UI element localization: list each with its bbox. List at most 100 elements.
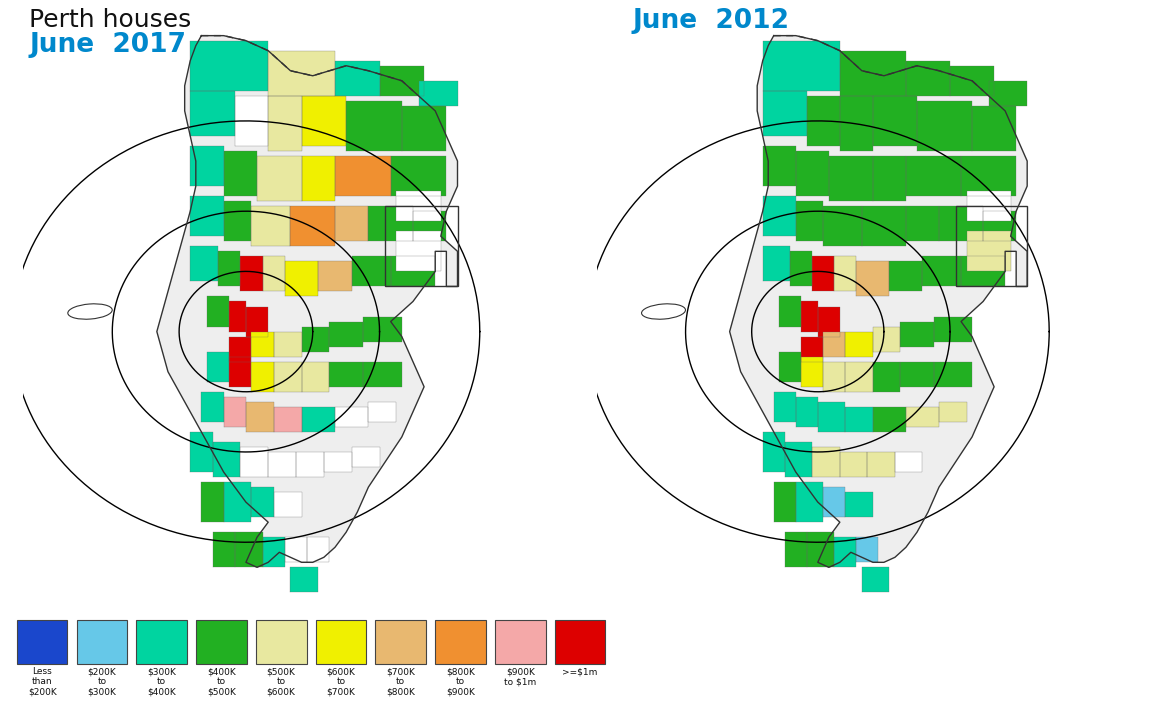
Polygon shape — [324, 452, 351, 472]
Polygon shape — [846, 407, 873, 432]
Polygon shape — [774, 391, 796, 422]
Polygon shape — [802, 337, 824, 362]
Polygon shape — [202, 391, 224, 422]
Polygon shape — [780, 296, 802, 327]
Polygon shape — [335, 407, 369, 427]
Polygon shape — [190, 246, 218, 282]
Polygon shape — [224, 201, 252, 241]
Polygon shape — [812, 447, 840, 477]
Polygon shape — [274, 407, 302, 432]
Polygon shape — [212, 442, 240, 477]
Polygon shape — [335, 206, 369, 241]
Polygon shape — [212, 532, 234, 567]
Polygon shape — [307, 537, 329, 562]
Polygon shape — [419, 81, 457, 106]
Polygon shape — [290, 567, 318, 593]
Polygon shape — [900, 362, 934, 386]
Polygon shape — [802, 301, 818, 332]
Polygon shape — [784, 442, 812, 477]
Polygon shape — [363, 317, 401, 341]
Polygon shape — [391, 156, 447, 196]
Polygon shape — [224, 151, 258, 196]
Polygon shape — [796, 482, 824, 522]
Polygon shape — [252, 332, 274, 357]
Text: $900K
to $1m: $900K to $1m — [505, 667, 536, 686]
Polygon shape — [824, 332, 846, 357]
Polygon shape — [268, 96, 302, 151]
Polygon shape — [763, 41, 840, 91]
Polygon shape — [379, 65, 425, 96]
Polygon shape — [802, 357, 824, 386]
Polygon shape — [966, 231, 1010, 271]
Polygon shape — [351, 256, 391, 287]
Bar — [554, 620, 606, 663]
Polygon shape — [774, 482, 796, 522]
Polygon shape — [218, 251, 240, 287]
Text: >=$1m: >=$1m — [563, 667, 597, 676]
Polygon shape — [966, 191, 1010, 221]
Polygon shape — [906, 407, 940, 427]
Polygon shape — [906, 156, 960, 196]
Polygon shape — [812, 256, 834, 291]
Polygon shape — [252, 362, 274, 391]
Text: Perth houses: Perth houses — [29, 8, 191, 32]
Polygon shape — [234, 96, 268, 146]
Polygon shape — [318, 261, 351, 291]
Polygon shape — [856, 261, 890, 296]
Bar — [196, 620, 247, 663]
Polygon shape — [190, 41, 268, 91]
Text: June  2017: June 2017 — [29, 32, 186, 58]
Polygon shape — [274, 492, 302, 517]
Polygon shape — [230, 337, 252, 362]
Polygon shape — [890, 261, 922, 291]
Polygon shape — [934, 362, 972, 386]
Polygon shape — [202, 482, 224, 522]
Polygon shape — [846, 332, 873, 357]
Polygon shape — [346, 101, 401, 151]
Polygon shape — [940, 402, 966, 422]
Polygon shape — [873, 362, 900, 391]
Polygon shape — [246, 306, 268, 337]
Polygon shape — [824, 487, 846, 517]
Polygon shape — [329, 362, 363, 386]
Text: $200K
to
$300K: $200K to $300K — [87, 667, 116, 697]
Polygon shape — [296, 452, 324, 477]
Polygon shape — [763, 196, 796, 237]
Polygon shape — [246, 402, 274, 432]
Polygon shape — [401, 106, 447, 151]
Polygon shape — [252, 206, 290, 246]
Polygon shape — [873, 407, 906, 432]
Polygon shape — [834, 537, 856, 567]
Polygon shape — [268, 452, 296, 477]
Polygon shape — [900, 322, 934, 346]
Polygon shape — [873, 156, 906, 201]
Polygon shape — [934, 317, 972, 341]
Polygon shape — [763, 91, 807, 136]
Text: $700K
to
$800K: $700K to $800K — [386, 667, 415, 697]
Polygon shape — [351, 447, 379, 467]
Polygon shape — [302, 156, 335, 201]
Text: $600K
to
$700K: $600K to $700K — [326, 667, 355, 697]
Polygon shape — [960, 156, 1016, 196]
Polygon shape — [846, 492, 873, 517]
Polygon shape — [230, 357, 252, 386]
Polygon shape — [397, 231, 441, 271]
Polygon shape — [206, 352, 230, 382]
Polygon shape — [730, 36, 1028, 567]
Polygon shape — [984, 211, 1016, 241]
Polygon shape — [916, 101, 972, 151]
Polygon shape — [302, 362, 329, 391]
Polygon shape — [763, 432, 784, 472]
Polygon shape — [818, 306, 840, 337]
Polygon shape — [818, 402, 846, 432]
Polygon shape — [873, 96, 916, 146]
Polygon shape — [796, 201, 824, 241]
Polygon shape — [290, 206, 335, 246]
Polygon shape — [413, 211, 447, 241]
Polygon shape — [807, 532, 834, 567]
Bar — [316, 620, 367, 663]
Polygon shape — [988, 81, 1028, 106]
Polygon shape — [868, 452, 896, 477]
Polygon shape — [828, 156, 873, 201]
Polygon shape — [224, 397, 246, 427]
